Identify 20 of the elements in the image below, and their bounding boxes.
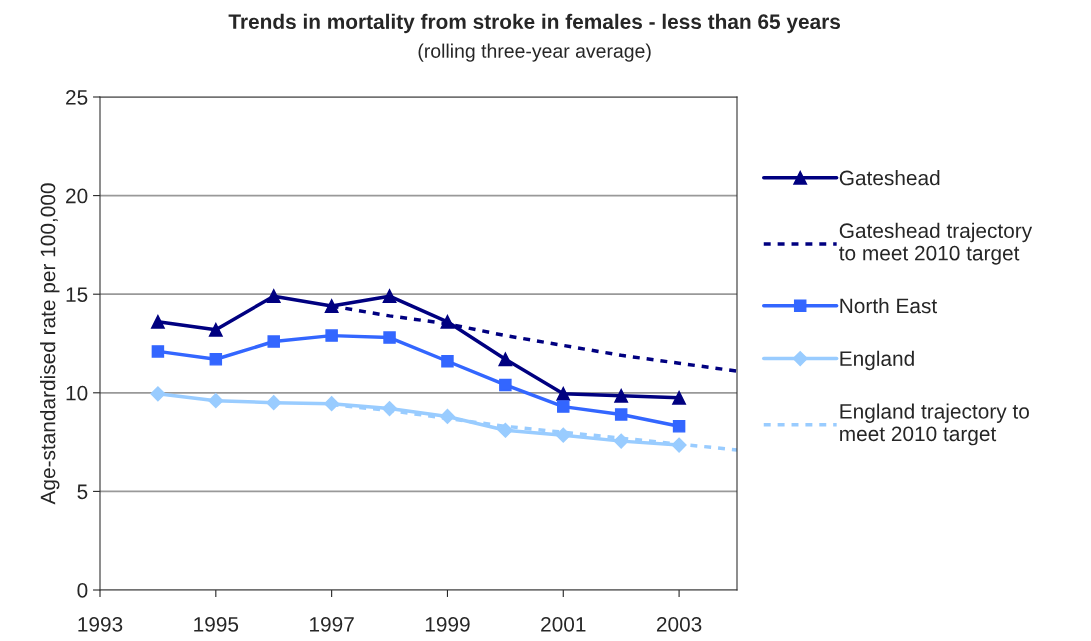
x-tick-label: 1995 — [194, 616, 239, 632]
x-tick-label: 1993 — [78, 616, 123, 632]
legend-label: England — [840, 350, 914, 371]
legend-label: Gateshead — [839, 170, 940, 186]
y-tick-label: 5 — [77, 484, 88, 500]
x-tick-label: 2003 — [656, 616, 702, 632]
y-tick-label: 20 — [66, 188, 88, 204]
y-tick-label: 0 — [77, 583, 88, 598]
x-tick-label: 1997 — [310, 616, 354, 632]
legend-label: England trajectory to meet 2010 target — [840, 403, 1029, 446]
y-tick-label: 10 — [66, 385, 88, 401]
x-tick-label: 2001 — [541, 616, 586, 632]
legend-label: North East — [840, 297, 938, 314]
x-tick-label: 1999 — [425, 616, 470, 632]
y-tick-label: 15 — [66, 287, 88, 302]
y-axis-title: Age-standardised rate per 100,000 — [40, 183, 60, 505]
y-tick-label: 25 — [66, 90, 88, 105]
legend-label: Gateshead trajectory to meet 2010 target — [839, 222, 1033, 265]
chart-subtitle: (rolling three-year average) — [418, 43, 651, 62]
chart-title: Trends in mortality from stroke in females - less than 65 years — [228, 13, 841, 34]
